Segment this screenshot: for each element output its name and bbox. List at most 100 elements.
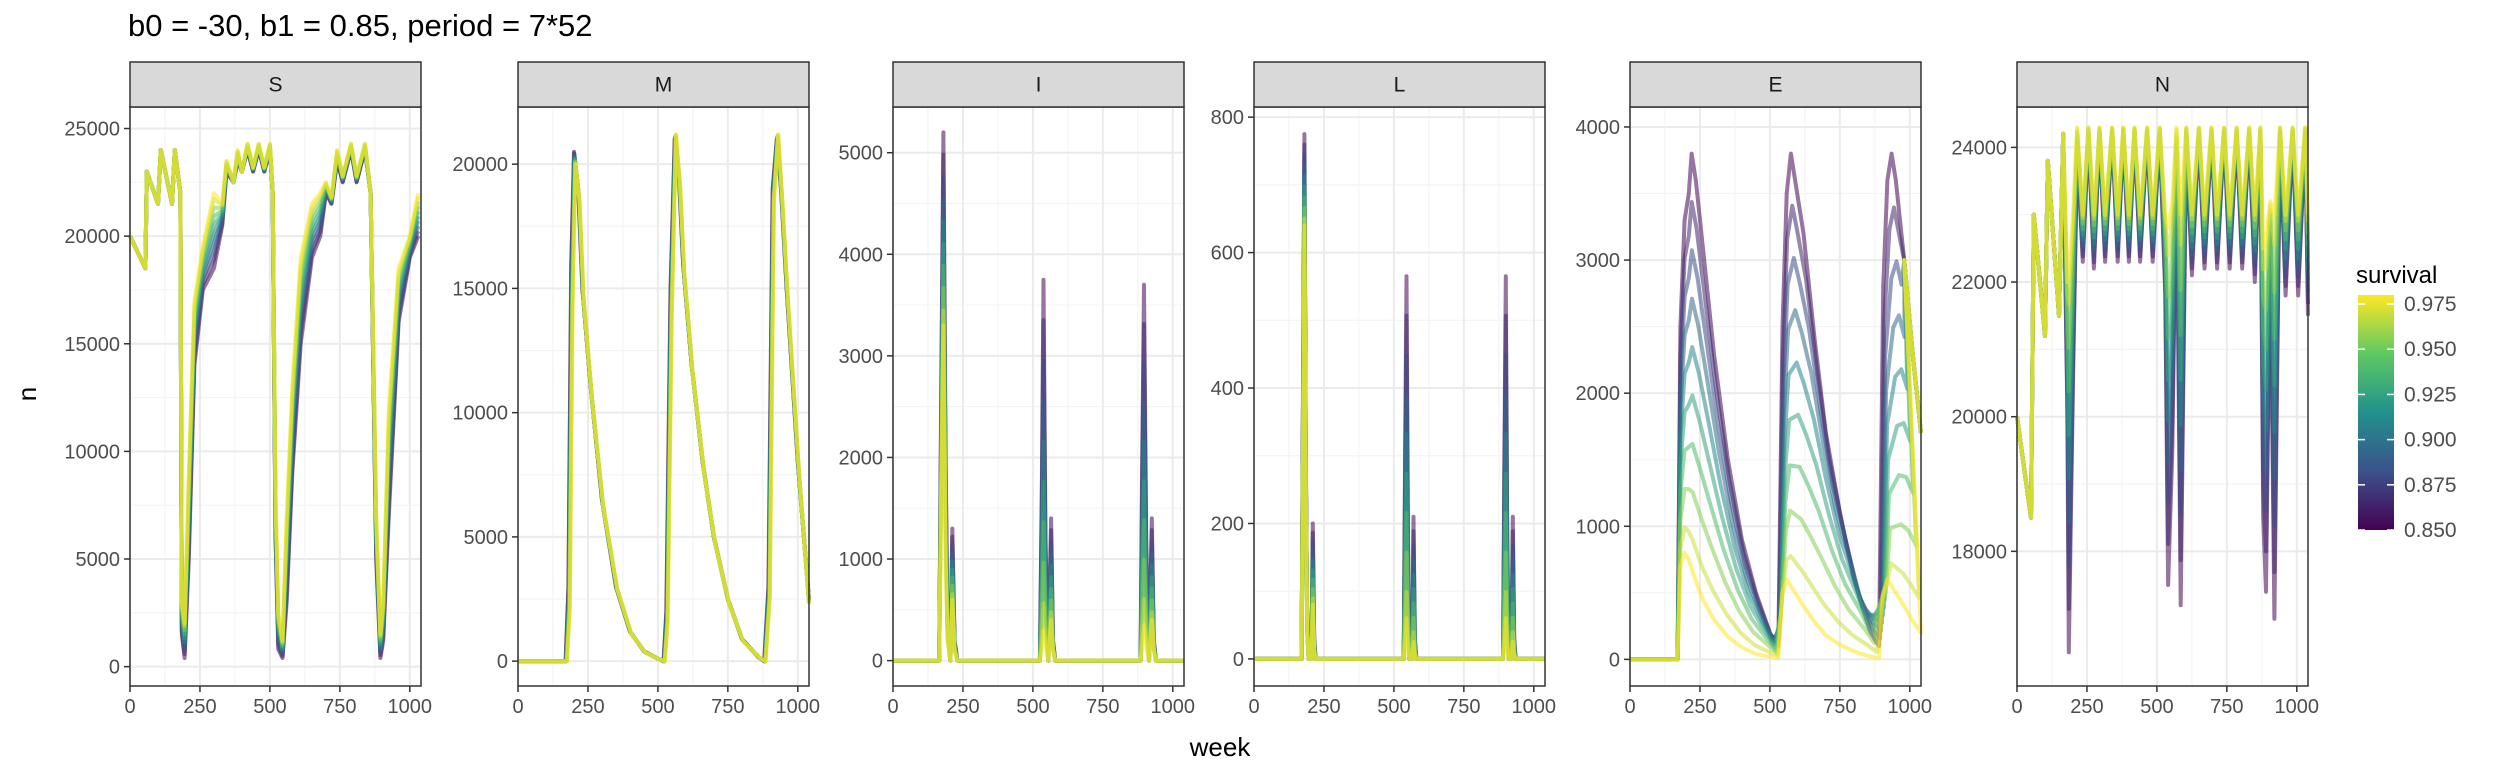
x-axis-title: week [1189, 732, 1252, 762]
facet-strip-label: N [2155, 74, 2170, 97]
series-line-survival-0.98 [893, 323, 1184, 663]
y-tick-label: 20000 [452, 154, 508, 176]
series-line-survival-0.85 [1630, 151, 1923, 662]
panel-L: L 0 250 500 750 1000 0 200 400 600 800 [1211, 61, 1557, 718]
x-tick-label: 1000 [388, 696, 433, 718]
facet-strip-label: I [1036, 74, 1042, 97]
series-line-survival-0.865 [1630, 200, 1923, 662]
y-tick-label: 200 [1211, 513, 1244, 535]
x-tick-label: 750 [2210, 696, 2243, 718]
facet-strip [1629, 61, 1922, 108]
y-axis-title: n [12, 387, 42, 401]
y-tick-label: 25000 [64, 119, 120, 141]
colorbar-tick-label: 0.950 [2404, 338, 2457, 361]
facet-strip [517, 61, 810, 108]
x-tick-label: 1000 [1512, 696, 1557, 718]
series-line-survival-0.88 [1630, 248, 1923, 662]
series-line-survival-0.98 [2015, 125, 2310, 520]
y-tick-label: 4000 [839, 244, 884, 266]
y-tick-label: 600 [1211, 243, 1244, 265]
facet-strip-label: E [1768, 74, 1782, 97]
y-tick-label: 24000 [1951, 137, 2007, 159]
x-tick-label: 750 [1086, 696, 1119, 718]
x-tick-label: 0 [1624, 696, 1635, 718]
y-tick-label: 800 [1211, 107, 1244, 129]
panel-I: I 0 250 500 750 1000 0 1000 2000 3000 4000 5000 [839, 61, 1196, 718]
facet-strip-label: L [1394, 74, 1406, 97]
y-tick-label: 20000 [64, 226, 120, 248]
y-tick-label: 5000 [464, 527, 509, 549]
panel-N: N 0 250 500 750 1000 18000 20000 22000 24000 [1951, 61, 2320, 718]
x-tick-label: 250 [571, 696, 604, 718]
x-tick-label: 750 [323, 696, 356, 718]
y-tick-label: 3000 [1576, 250, 1621, 272]
y-tick-label: 400 [1211, 378, 1244, 400]
y-tick-label: 4000 [1576, 117, 1621, 139]
facet-strip-label: S [268, 74, 282, 97]
series-line-survival-0.98 [1630, 258, 1923, 662]
x-tick-label: 0 [887, 696, 898, 718]
series-line-survival-0.895 [1630, 258, 1923, 662]
x-tick-label: 1000 [776, 696, 821, 718]
x-tick-label: 1000 [2275, 696, 2320, 718]
series-line-survival-0.94 [1630, 258, 1923, 662]
x-tick-label: 250 [1683, 696, 1716, 718]
y-tick-label: 22000 [1951, 272, 2007, 294]
series-line-survival-0.925 [1630, 258, 1923, 662]
facet-strip [1253, 61, 1546, 108]
y-tick-label: 10000 [452, 403, 508, 425]
panel-E: E 0 250 500 750 1000 0 1000 2000 3000 4000 [1576, 61, 1932, 718]
y-tick-label: 1000 [839, 549, 884, 571]
y-tick-label: 5000 [76, 549, 121, 571]
x-tick-label: 250 [946, 696, 979, 718]
facet-strip [129, 61, 422, 108]
colorbar-tick-label: 0.850 [2404, 519, 2457, 542]
colorbar-tick-label: 0.900 [2404, 429, 2457, 452]
x-tick-label: 0 [1248, 696, 1259, 718]
y-tick-label: 18000 [1951, 541, 2007, 563]
chart-title: b0 = -30, b1 = 0.85, period = 7*52 [128, 8, 593, 43]
y-tick-label: 15000 [452, 278, 508, 300]
legend-title: survival [2356, 262, 2437, 289]
y-tick-label: 15000 [64, 334, 120, 356]
x-tick-label: 500 [1016, 696, 1049, 718]
facet-strip [892, 61, 1185, 108]
x-tick-label: 500 [1377, 696, 1410, 718]
x-tick-label: 500 [253, 696, 286, 718]
y-tick-label: 2000 [839, 447, 884, 469]
facet-panels: S0 250 500 750 10000500010000150002000025000… [64, 61, 2320, 718]
colorbar [2358, 295, 2394, 530]
series-line-survival-0.97 [1630, 258, 1923, 662]
series-line-survival-0.98 [1254, 223, 1545, 661]
x-tick-label: 750 [1447, 696, 1480, 718]
x-tick-label: 250 [2070, 696, 2103, 718]
facet-strip-label: M [655, 74, 673, 97]
y-tick-label: 0 [109, 657, 120, 679]
x-tick-label: 750 [1823, 696, 1856, 718]
y-tick-label: 5000 [839, 143, 884, 165]
y-tick-label: 20000 [1951, 407, 2007, 429]
y-tick-label: 0 [1233, 649, 1244, 671]
y-tick-label: 2000 [1576, 383, 1621, 405]
x-tick-label: 500 [2140, 696, 2173, 718]
colorbar-tick-label: 0.925 [2404, 383, 2457, 406]
x-tick-label: 500 [1753, 696, 1786, 718]
x-tick-label: 500 [641, 696, 674, 718]
series-line-survival-0.955 [1630, 258, 1923, 662]
colorbar-tick-label: 0.975 [2404, 293, 2457, 316]
y-tick-label: 1000 [1576, 516, 1621, 538]
x-tick-label: 0 [2011, 696, 2022, 718]
colorbar-tick-label: 0.875 [2404, 474, 2457, 497]
series-line-survival-0.98 [128, 141, 421, 643]
series-line-survival-0.91 [1630, 258, 1923, 662]
x-tick-label: 1000 [1151, 696, 1196, 718]
facet-strip [2016, 61, 2309, 108]
y-tick-label: 3000 [839, 346, 884, 368]
colorbar-ticks: 0.975 0.950 0.925 0.900 0.875 0.850 [2358, 293, 2457, 542]
panel-background [1254, 107, 1545, 686]
x-tick-label: 250 [183, 696, 216, 718]
y-tick-label: 0 [497, 651, 508, 673]
x-tick-label: 0 [124, 696, 135, 718]
